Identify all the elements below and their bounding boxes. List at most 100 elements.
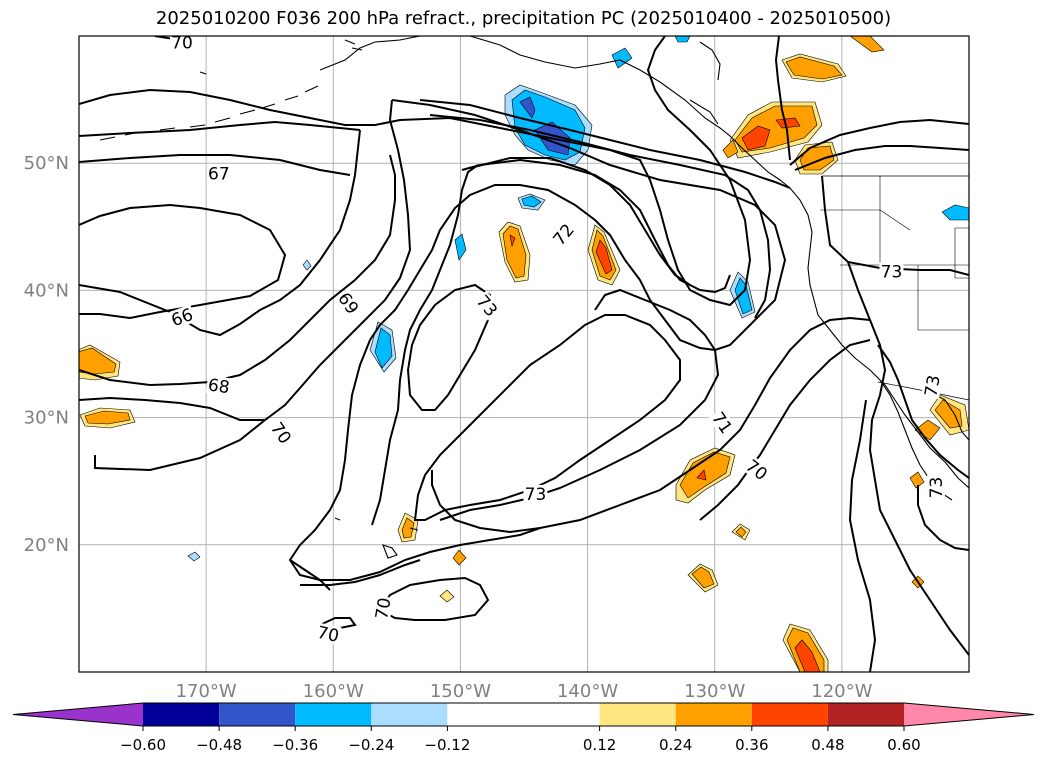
contour-label-bg	[548, 219, 579, 250]
precip-area-warm	[735, 526, 747, 538]
colorbar-segment	[371, 703, 448, 726]
contour-label-bg	[879, 262, 904, 281]
precip-area-warm	[722, 139, 739, 159]
gridlines	[79, 36, 969, 672]
contour-label-bg	[708, 407, 737, 438]
map-frame	[78, 35, 970, 673]
contour-label: 73	[926, 475, 947, 500]
contour-label: 67	[206, 164, 231, 184]
contour-line	[469, 157, 691, 286]
precip-area-warm	[741, 125, 771, 151]
precip-area-warm	[785, 56, 843, 80]
precip-area-warm	[595, 239, 613, 275]
contour-line	[406, 283, 492, 411]
contour-line	[371, 164, 479, 526]
precip-area-warm	[509, 234, 516, 248]
lat-tick-label: 20°N	[24, 535, 69, 556]
contour-label-text: 73	[881, 262, 903, 282]
contour-line	[774, 36, 791, 161]
precip-area-blue	[302, 259, 312, 271]
contour-label-bg	[314, 622, 342, 646]
precip-area-blue	[941, 204, 969, 221]
precip-area-blue	[519, 96, 536, 119]
precip-area-blue	[734, 277, 753, 315]
precip-area-warm	[775, 117, 801, 129]
contour-label-text: 70	[315, 623, 340, 647]
lon-tick-label: 130°W	[684, 681, 745, 702]
lat-tick-label: 30°N	[24, 408, 69, 429]
precip-area-blue	[454, 233, 467, 261]
precip-area-warm	[934, 399, 963, 429]
precip-area-warm	[79, 347, 117, 375]
colorbar-tick-label: 0.36	[735, 736, 768, 754]
colorbar-tick-label: 0.48	[811, 736, 844, 754]
precip-area-warm	[502, 225, 527, 279]
lon-tick-label: 160°W	[303, 681, 364, 702]
contour-line	[288, 99, 787, 581]
contour-label-text: 70	[372, 596, 395, 621]
colorbar-segment	[827, 703, 904, 726]
contour-label: 73	[523, 484, 548, 505]
contour-line	[917, 485, 969, 551]
precip-area-warm	[849, 36, 885, 53]
colorbar-tick-label: 0.24	[659, 736, 692, 754]
precip-area-warm	[439, 589, 455, 603]
islands-hawaii	[334, 517, 419, 559]
precip-area-warm	[794, 639, 821, 672]
coastline-mainland-mexico	[929, 391, 969, 441]
contour-label-bg	[926, 475, 945, 500]
contour-label-text: 73	[921, 374, 944, 399]
contour-label-bg	[266, 417, 296, 448]
contour-label-bg	[167, 304, 197, 330]
contour-line	[79, 36, 752, 307]
precip-area-blue	[674, 36, 691, 43]
contour-line	[821, 175, 969, 276]
lon-tick-label: 170°W	[176, 681, 237, 702]
lon-tick-label: 120°W	[811, 681, 872, 702]
contour-label-text: 68	[207, 375, 231, 398]
contour-line	[94, 419, 266, 472]
contour-label: 70	[371, 595, 396, 622]
contour-label: 68	[205, 375, 232, 398]
precip-area-warm	[452, 549, 467, 566]
contour-label-bg	[472, 290, 502, 321]
colorbar: −0.60 −0.48 −0.36 −0.24 −0.12 0.12 0.24 0.36 0.4…	[12, 702, 1035, 754]
colorbar-tick-label: 0.12	[583, 736, 616, 754]
colorbar-tick-label: −0.36	[272, 736, 318, 754]
contour-label-bg	[334, 288, 363, 319]
contour-line	[419, 99, 791, 189]
contour-label: 70	[169, 33, 194, 53]
contour-line	[848, 399, 877, 672]
colorbar-tick-label: −0.12	[424, 736, 470, 754]
contour-line	[794, 145, 969, 171]
precip-area-warm	[909, 471, 925, 489]
islands-misc	[199, 39, 721, 125]
colorbar-extend-low	[13, 703, 143, 726]
contour-line	[379, 576, 490, 621]
contour-line	[79, 99, 412, 421]
lat-tick-label: 50°N	[24, 153, 69, 174]
contour-label-text: 73	[927, 477, 947, 499]
contour-label-text: 70	[171, 33, 193, 53]
chart-title: 2025010200 F036 200 hPa refract., precip…	[155, 8, 892, 29]
contour-line	[413, 314, 681, 521]
contour-label-bg	[169, 36, 194, 52]
colorbar-segment	[143, 703, 220, 726]
contour-label-text: 73	[525, 485, 547, 505]
contour-label-bg	[523, 484, 548, 503]
contour-label: 73	[879, 262, 904, 282]
lon-tick-label: 140°W	[557, 681, 618, 702]
contour-line	[461, 158, 731, 294]
contour-label-bg	[205, 375, 232, 397]
contour-label: 73	[921, 372, 945, 400]
colorbar-tick-label: −0.48	[196, 736, 242, 754]
colorbar-segment	[447, 703, 600, 726]
border-us-mexico	[877, 381, 969, 401]
colorbar-segment	[219, 703, 296, 726]
precip-area-warm	[691, 566, 715, 589]
contour-line	[539, 316, 871, 529]
colorbar-tick-label: −0.24	[348, 736, 394, 754]
lat-tick-label: 40°N	[24, 280, 69, 301]
